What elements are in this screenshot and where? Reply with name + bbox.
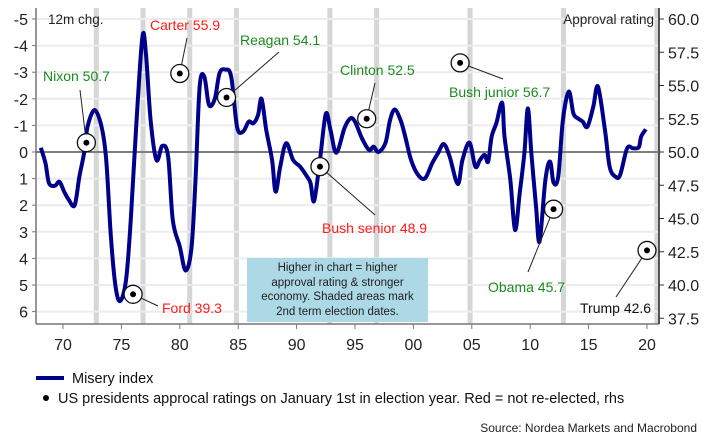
annotation-line: Higher in chart = higher: [277, 262, 398, 274]
leader-line: [226, 51, 280, 98]
annotations-layer: Nixon 50.7 Carter 55.9 Reagan 54.1 Ford 39.…: [43, 17, 657, 316]
x-tick-label: 10: [521, 337, 539, 354]
right-tick-label: 47.5: [668, 178, 699, 195]
right-tick-label: 57.5: [668, 45, 699, 62]
left-axis-label: 12m chg.: [48, 12, 104, 27]
legend-label-approval: US presidents approcal ratings on Januar…: [58, 391, 624, 407]
x-tick-label: 85: [229, 337, 247, 354]
annotation-line: economy. Shaded areas mark: [261, 291, 414, 303]
leader-line: [527, 209, 555, 273]
right-tick-label: 40.0: [668, 278, 699, 295]
president-label: Ford 39.3: [162, 300, 222, 316]
left-tick-label: 0: [19, 145, 28, 162]
left-tick-label: -1: [14, 118, 28, 135]
x-tick-label: 05: [463, 337, 481, 354]
right-tick-label: 52.5: [668, 112, 699, 129]
president-label: Obama 45.7: [488, 279, 565, 295]
legend-label-misery: Misery index: [72, 371, 154, 387]
x-tick-label: 90: [288, 337, 306, 354]
series-layer: [38, 30, 648, 304]
president-rating-dot: [363, 115, 370, 122]
annotation-line: approval rating & stronger: [271, 276, 404, 289]
left-tick-label: 6: [19, 305, 28, 322]
annotation-line: 2nd term election dates.: [276, 305, 399, 318]
shaded-periods: [93, 8, 660, 324]
shaded-election-bar: [140, 8, 146, 324]
annotation-box: Higher in chart = higher approval rating…: [247, 258, 428, 322]
left-tick-label: 1: [19, 172, 28, 189]
shaded-election-bar: [654, 8, 660, 324]
shaded-election-bar: [93, 8, 99, 324]
president-rating-dot: [316, 163, 323, 170]
x-tick-label: 75: [113, 337, 131, 354]
left-tick-label: 4: [19, 251, 28, 268]
president-rating-dot: [83, 139, 90, 146]
president-rating-dot: [176, 70, 183, 77]
president-rating-dot: [130, 291, 137, 298]
left-tick-label: 5: [19, 278, 28, 295]
right-tick-label: 42.5: [668, 245, 699, 262]
x-tick-label: 20: [638, 337, 656, 354]
x-tick-label: 00: [405, 337, 423, 354]
president-label: Reagan 54.1: [240, 32, 320, 48]
shaded-election-bar: [327, 8, 333, 324]
right-tick-label: 55.0: [668, 79, 699, 96]
president-rating-dot: [550, 206, 557, 213]
president-label: Carter 55.9: [150, 17, 220, 33]
president-label: Clinton 52.5: [340, 62, 415, 78]
shaded-election-bar: [374, 8, 380, 324]
source-note: Source: Nordea Markets and Macrobond: [480, 421, 697, 435]
leader-line: [319, 166, 376, 216]
left-tick-label: 2: [19, 198, 28, 215]
president-label: Nixon 50.7: [43, 68, 110, 84]
x-tick-label: 95: [346, 337, 364, 354]
left-tick-label: -5: [14, 12, 28, 29]
left-tick-label: -2: [14, 92, 28, 109]
shaded-election-bar: [233, 8, 239, 324]
series-line-misery-index: [38, 30, 648, 304]
x-tick-label: 70: [54, 337, 72, 354]
left-tick-label: -3: [14, 65, 28, 82]
left-tick-label: 3: [19, 225, 28, 242]
legend: Misery index US presidents approcal rati…: [36, 371, 624, 407]
shaded-election-bar: [467, 8, 473, 324]
shaded-election-bar: [187, 8, 193, 324]
right-axis-label: Approval rating: [563, 12, 654, 27]
president-label: Bush junior 56.7: [449, 84, 550, 100]
president-label: Trump 42.6: [580, 300, 651, 316]
president-rating-dot: [223, 94, 230, 101]
shaded-election-bar: [560, 8, 566, 324]
president-rating-dot: [457, 59, 464, 66]
right-tick-label: 50.0: [668, 145, 699, 162]
legend-dot-swatch: [43, 395, 49, 401]
president-rating-dot: [644, 247, 650, 254]
president-label: Bush senior 48.9: [322, 220, 427, 236]
right-tick-label: 45.0: [668, 212, 699, 229]
x-tick-label: 15: [580, 337, 598, 354]
right-tick-label: 60.0: [668, 12, 699, 29]
left-tick-label: -4: [14, 39, 28, 56]
axes: -5 -4 -3 -2 -1 0 1 2 3 4 5 6 60.0 57.5 55.0 52.5 50.0 47.…: [14, 8, 699, 354]
x-tick-label: 80: [171, 337, 189, 354]
right-tick-label: 37.5: [668, 311, 699, 328]
